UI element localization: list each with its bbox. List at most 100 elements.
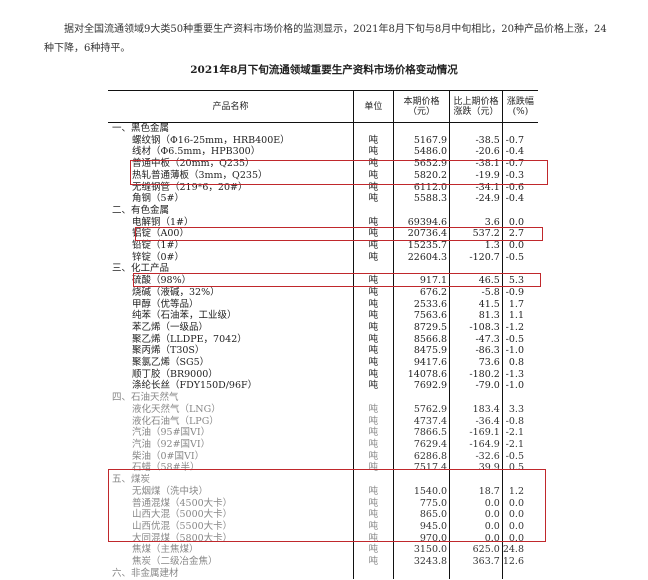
table-row: 涤纶长丝（FDY150D/96F） 吨 7692.9 -79.0 -1.0 bbox=[108, 380, 538, 393]
table-row: 甲醇（优等品） 吨 2533.6 41.5 1.7 bbox=[108, 298, 538, 311]
table-row: 电解铜（1#） 吨 69394.6 3.6 0.0 bbox=[108, 216, 538, 229]
change-pct-cell bbox=[501, 204, 538, 217]
change-pct-cell: 1.7 bbox=[501, 298, 538, 311]
table-row: 普通混煤（4500大卡）吨 775.0 0.0 0.0 bbox=[108, 497, 538, 510]
table-row: 大同混煤（5800大卡）吨 970.0 0.0 0.0 bbox=[108, 532, 538, 545]
price-cell: 1540.0 bbox=[392, 485, 450, 498]
product-name-cell: 汽油（92#国VI） bbox=[132, 438, 211, 450]
table-row: 纯苯（石油苯，工业级） 吨 7563.6 81.3 1.1 bbox=[108, 310, 538, 322]
price-change-cell: 537.2 bbox=[449, 228, 503, 241]
product-name-cell: 电解铜（1#） bbox=[132, 216, 194, 228]
unit-cell bbox=[352, 474, 394, 486]
unit-cell: 吨 bbox=[352, 193, 394, 205]
change-pct-cell: -1.0 bbox=[501, 345, 538, 358]
price-change-cell: -5.8 bbox=[449, 286, 503, 299]
price-cell bbox=[392, 204, 450, 217]
change-pct-cell: -0.5 bbox=[501, 251, 538, 264]
product-name-cell: 螺纹钢（Φ16-25mm，HRB400E） bbox=[132, 134, 290, 146]
header-name: 产品名称 bbox=[108, 90, 354, 123]
change-pct-cell bbox=[501, 122, 538, 135]
price-change-cell: -86.3 bbox=[449, 345, 503, 358]
price-change-cell: 18.7 bbox=[449, 485, 503, 498]
unit-cell: 吨 bbox=[352, 532, 394, 545]
unit-cell: 吨 bbox=[352, 275, 394, 287]
change-pct-cell: 0.0 bbox=[501, 216, 538, 229]
table-row: 聚氯乙烯（SG5） 吨 9417.6 73.6 0.8 bbox=[108, 357, 538, 369]
table-header-row: 产品名称 单位 本期价格（元） 比上期价格涨跌（元） 涨跌幅(%) bbox=[108, 90, 538, 123]
table-row: 铅锭（1#） 吨 15235.7 1.3 0.0 bbox=[108, 240, 538, 252]
price-table: 产品名称 单位 本期价格（元） 比上期价格涨跌（元） 涨跌幅(%) 一、黑色金属… bbox=[108, 90, 538, 580]
price-change-cell bbox=[449, 567, 503, 580]
price-cell: 22604.3 bbox=[392, 251, 450, 264]
price-cell: 5486.0 bbox=[392, 146, 450, 159]
price-change-cell: 81.3 bbox=[449, 310, 503, 322]
change-pct-cell: 0.0 bbox=[501, 532, 538, 545]
table-row: 硫酸（98%） 吨 917.1 46.5 5.3 bbox=[108, 275, 538, 287]
price-cell: 7629.4 bbox=[392, 438, 450, 451]
price-change-cell: 183.4 bbox=[449, 403, 503, 416]
unit-cell: 吨 bbox=[352, 497, 394, 510]
unit-cell: 吨 bbox=[352, 134, 394, 147]
price-change-cell: -47.3 bbox=[449, 333, 503, 346]
table-row: 普通中板（20mm，Q235） 吨 5652.9 -38.1 -0.7 bbox=[108, 158, 538, 170]
category-row: 五、煤炭 bbox=[108, 474, 538, 486]
price-change-cell: 73.6 bbox=[449, 357, 503, 369]
change-pct-cell: 12.6 bbox=[501, 556, 538, 568]
price-cell: 9417.6 bbox=[392, 357, 450, 369]
change-pct-cell: 0.5 bbox=[501, 462, 538, 475]
unit-cell: 吨 bbox=[352, 240, 394, 252]
unit-cell bbox=[352, 122, 394, 135]
product-name-cell: 顺丁胶（BR9000） bbox=[132, 368, 218, 380]
unit-cell: 吨 bbox=[352, 345, 394, 358]
table-row: 焦炭（二级冶金焦） 吨 3243.8 363.7 12.6 bbox=[108, 556, 538, 568]
price-cell: 8475.9 bbox=[392, 345, 450, 358]
unit-cell: 吨 bbox=[352, 520, 394, 533]
change-pct-cell: 0.0 bbox=[501, 240, 538, 252]
change-pct-cell: -0.9 bbox=[501, 286, 538, 299]
price-change-cell bbox=[449, 474, 503, 486]
product-name-cell: 液化天然气（LNG） bbox=[132, 403, 221, 415]
change-pct-cell: -0.5 bbox=[501, 450, 538, 463]
change-pct-cell: 0.0 bbox=[501, 520, 538, 533]
change-pct-cell: 1.2 bbox=[501, 485, 538, 498]
change-pct-cell bbox=[501, 392, 538, 404]
product-name-cell: 大同混煤（5800大卡） bbox=[132, 532, 233, 544]
table-row: 无烟煤（洗中块） 吨 1540.0 18.7 1.2 bbox=[108, 485, 538, 498]
unit-cell: 吨 bbox=[352, 321, 394, 334]
header-pct: 涨跌幅(%) bbox=[501, 90, 538, 123]
price-cell: 20736.4 bbox=[392, 228, 450, 241]
product-name-cell: 涤纶长丝（FDY150D/96F） bbox=[132, 380, 258, 392]
product-name-cell: 聚丙烯（T30S） bbox=[132, 345, 205, 357]
change-pct-cell: -1.2 bbox=[501, 321, 538, 334]
change-pct-cell: -0.4 bbox=[501, 193, 538, 205]
table-row: 苯乙烯（一级品） 吨 8729.5 -108.3 -1.2 bbox=[108, 321, 538, 334]
price-cell: 917.1 bbox=[392, 275, 450, 287]
category-row: 六、非金属建材 bbox=[108, 567, 538, 580]
unit-cell: 吨 bbox=[352, 415, 394, 428]
price-cell: 3243.8 bbox=[392, 556, 450, 568]
change-pct-cell: -0.7 bbox=[501, 158, 538, 170]
price-cell: 69394.6 bbox=[392, 216, 450, 229]
unit-cell: 吨 bbox=[352, 216, 394, 229]
change-pct-cell: 0.0 bbox=[501, 497, 538, 510]
unit-cell: 吨 bbox=[352, 450, 394, 463]
table-row: 石蜡（58#半） 吨 7517.4 39.9 0.5 bbox=[108, 462, 538, 475]
price-cell: 7517.4 bbox=[392, 462, 450, 475]
change-pct-cell: 2.7 bbox=[501, 228, 538, 241]
table-row: 螺纹钢（Φ16-25mm，HRB400E） 吨 5167.9 -38.5 -0.7 bbox=[108, 134, 538, 147]
unit-cell: 吨 bbox=[352, 286, 394, 299]
product-name-cell: 柴油（0#国VI） bbox=[132, 450, 205, 462]
product-name-cell: 角钢（5#） bbox=[132, 193, 185, 205]
price-cell: 15235.7 bbox=[392, 240, 450, 252]
table-row: 液化石油气（LPG） 吨 4737.4 -36.4 -0.8 bbox=[108, 415, 538, 428]
price-cell bbox=[392, 474, 450, 486]
highlight-box-aluminum bbox=[135, 227, 543, 241]
change-pct-cell bbox=[501, 474, 538, 486]
category-row: 三、化工产品 bbox=[108, 263, 538, 276]
change-pct-cell: 24.8 bbox=[501, 544, 538, 557]
unit-cell: 吨 bbox=[352, 169, 394, 182]
price-cell: 5820.2 bbox=[392, 169, 450, 182]
price-change-cell bbox=[449, 204, 503, 217]
price-change-cell: -180.2 bbox=[449, 368, 503, 381]
unit-cell: 吨 bbox=[352, 556, 394, 568]
